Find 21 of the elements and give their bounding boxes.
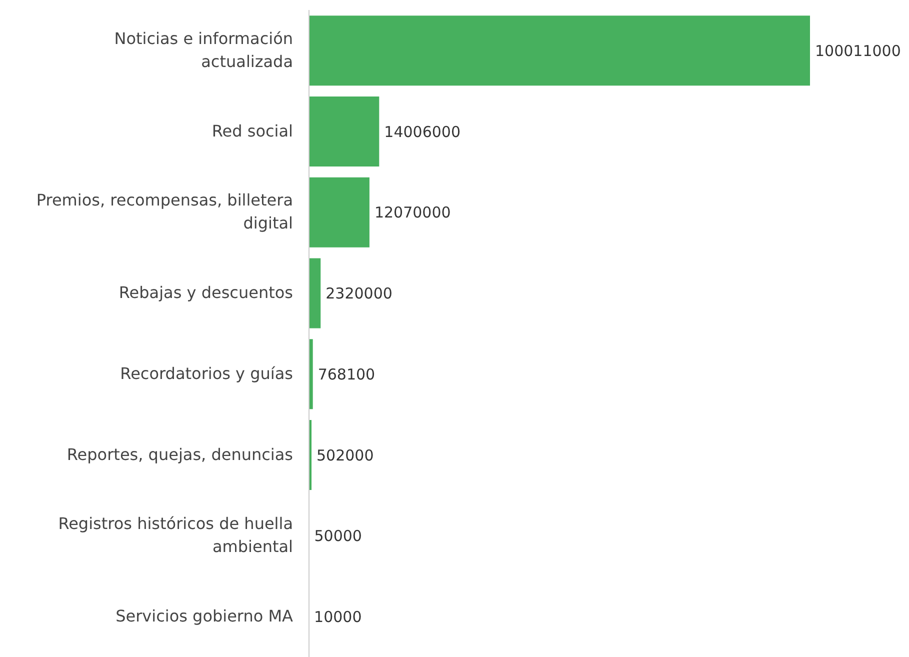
- data-label: 100011000: [815, 42, 901, 60]
- data-label: 768100: [318, 365, 376, 384]
- data-label: 10000: [314, 608, 362, 626]
- data-label: 50000: [314, 527, 362, 546]
- y-tick-label: Red social: [212, 121, 293, 140]
- y-tick-label: Servicios gobierno MA: [116, 606, 294, 626]
- bar: [309, 258, 321, 328]
- y-tick-label: Recordatorios y guías: [120, 364, 293, 383]
- y-tick-label: Registros históricos de huella ambiental: [58, 514, 293, 556]
- y-tick-label: Rebajas y descuentos: [118, 283, 293, 302]
- y-tick-label: Reportes, quejas, denuncias: [66, 444, 293, 464]
- bar: [309, 177, 370, 248]
- data-label: 12070000: [374, 204, 451, 222]
- bar: [309, 16, 810, 86]
- data-label: 2320000: [326, 284, 392, 303]
- y-tick-label: Noticias e información actualizada: [114, 28, 293, 71]
- bar: [309, 96, 380, 167]
- bar: [309, 339, 313, 410]
- data-label: 14006000: [384, 122, 461, 141]
- y-tick-label: Premios, recompensas, billetera digital: [36, 190, 293, 233]
- data-label: 502000: [316, 446, 374, 464]
